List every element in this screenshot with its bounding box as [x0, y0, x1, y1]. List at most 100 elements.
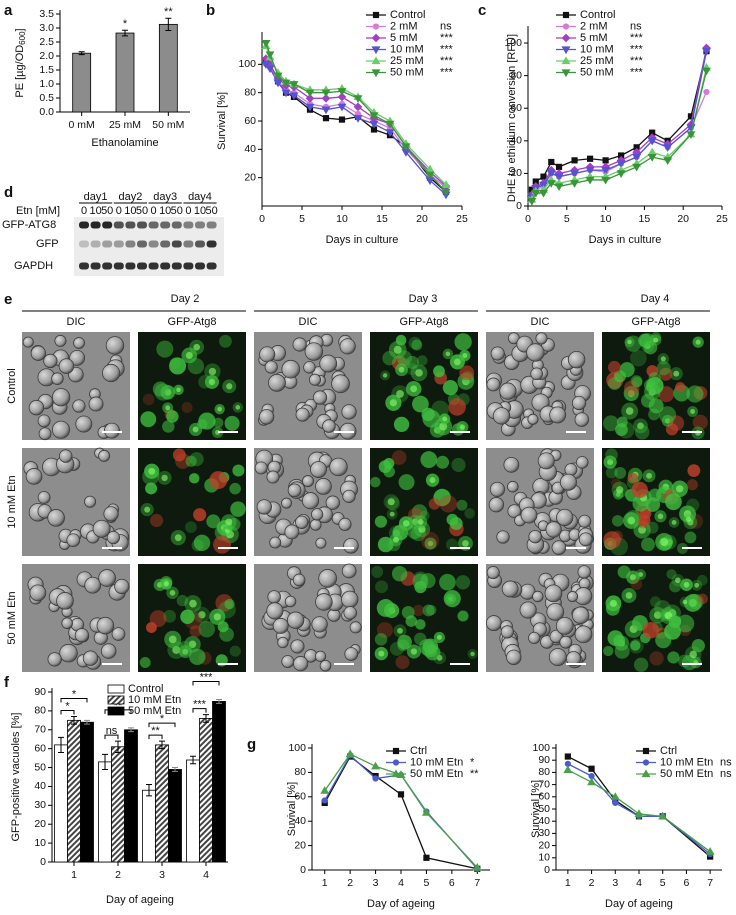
- cell: [646, 521, 659, 534]
- cell: [578, 532, 593, 547]
- blot-row-label: GFP: [36, 238, 59, 250]
- blot-lane: 0: [81, 205, 87, 217]
- marker: [261, 61, 271, 69]
- cell: [448, 398, 466, 416]
- cell: [281, 655, 295, 669]
- marker: [548, 158, 555, 166]
- cell: [528, 631, 541, 645]
- bar: [186, 759, 200, 863]
- y-tick-label: 60: [34, 742, 46, 754]
- cell: [272, 617, 289, 634]
- cell: [149, 513, 164, 528]
- vacuole: [397, 627, 403, 634]
- marker: [663, 144, 673, 152]
- legend-marker: [372, 11, 380, 19]
- marker: [337, 103, 347, 112]
- cell: [51, 372, 64, 385]
- marker: [587, 777, 597, 786]
- cell: [259, 346, 276, 363]
- cell: [61, 617, 73, 629]
- error-bar: [122, 29, 128, 37]
- vacuole: [625, 592, 633, 599]
- cell: [284, 524, 300, 540]
- cell: [181, 401, 193, 414]
- cell: [411, 339, 423, 351]
- x-tick-label: 20: [677, 213, 689, 225]
- cell: [162, 420, 175, 433]
- cell: [489, 481, 505, 498]
- blot-band: [183, 221, 194, 229]
- cell: [371, 565, 384, 578]
- cell: [75, 415, 93, 433]
- blot-etn-label: Etn [mM]: [16, 205, 60, 217]
- y-tick-label: 90: [538, 754, 550, 766]
- marker: [634, 809, 644, 817]
- cell: [428, 498, 441, 510]
- cell: [224, 415, 240, 431]
- channel-label: DIC: [299, 316, 318, 328]
- cell: [51, 420, 71, 439]
- marker: [321, 106, 331, 115]
- marker: [265, 65, 275, 74]
- legend-marker: [562, 11, 570, 19]
- cell: [105, 336, 125, 355]
- cell: [577, 565, 591, 579]
- vacuole: [235, 405, 241, 410]
- y-tick-label: 20: [538, 839, 550, 851]
- cell: [189, 473, 200, 484]
- cell: [229, 645, 241, 657]
- marker: [570, 170, 580, 179]
- panel-label: b: [206, 2, 215, 19]
- vacuole: [389, 511, 395, 517]
- x-tick-label: 25: [456, 213, 468, 225]
- legend-significance: ***: [630, 66, 644, 78]
- cell: [605, 466, 618, 479]
- channel-label: GFP-Atg8: [168, 316, 217, 328]
- bracket: [104, 734, 119, 740]
- marker: [705, 847, 715, 855]
- marker: [601, 176, 611, 185]
- cell: [229, 482, 241, 495]
- blot-band: [102, 221, 113, 229]
- cell: [96, 616, 115, 635]
- vacuole: [629, 574, 636, 581]
- cell: [254, 461, 268, 475]
- y-tick-label: 40: [34, 780, 46, 792]
- x-tick-label: 2: [589, 877, 595, 889]
- legend-marker: [391, 769, 401, 778]
- bar: [80, 721, 94, 863]
- cell: [496, 530, 510, 544]
- vacuole: [627, 390, 635, 397]
- legend-marker: [561, 69, 571, 78]
- cell: [193, 508, 207, 522]
- marker: [571, 157, 578, 164]
- vacuole: [694, 582, 700, 588]
- cell: [145, 482, 158, 495]
- bracket: [192, 708, 207, 713]
- vacuole: [637, 422, 644, 430]
- cell: [544, 584, 563, 603]
- blot-band: [102, 262, 113, 270]
- cell: [412, 395, 429, 413]
- blot-lane: 50: [205, 205, 217, 217]
- legend-significance: ***: [630, 32, 644, 44]
- cell: [687, 464, 701, 477]
- marker: [702, 48, 711, 56]
- significance: **: [164, 6, 173, 18]
- vacuole: [627, 339, 632, 345]
- cell: [608, 360, 621, 374]
- channel-label: DIC: [531, 316, 550, 328]
- y-axis-label-part: ]: [14, 28, 26, 31]
- cell: [665, 493, 682, 511]
- x-tick-label: 5: [424, 877, 430, 889]
- cell: [658, 406, 677, 424]
- marker: [570, 180, 580, 188]
- legend-significance: ***: [440, 43, 454, 55]
- y-tick-label: 1.5: [39, 64, 54, 76]
- x-axis-label: Day of ageing: [106, 894, 174, 906]
- cell: [189, 625, 202, 638]
- marker: [540, 173, 547, 180]
- legend-significance: ***: [440, 66, 454, 78]
- cell: [605, 448, 618, 462]
